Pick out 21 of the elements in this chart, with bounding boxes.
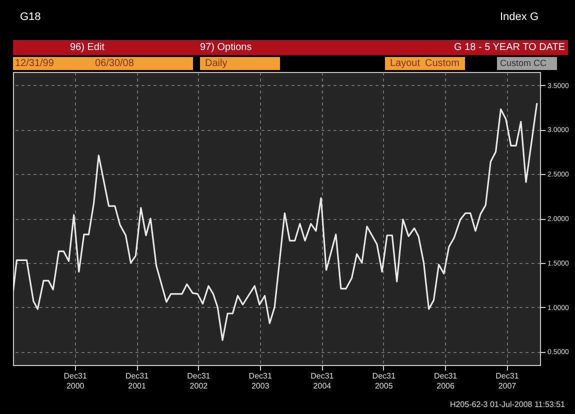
text: Layout [390, 58, 420, 69]
text: Custom [425, 58, 460, 69]
x-tick-label: Dec31 2006 [434, 372, 458, 390]
text: 96) Edit [70, 42, 105, 53]
x-tick-label: Dec31 2000 [64, 372, 88, 390]
text: Custom CC [500, 58, 548, 68]
text: 06/30/08 [95, 58, 134, 69]
x-tick-label: Dec31 2007 [496, 372, 520, 390]
chart-title: G 18 - 5 YEAR TO DATE [454, 42, 566, 53]
text: Daily [205, 58, 228, 69]
text: Index G [500, 11, 539, 23]
text: 97) Options [200, 42, 252, 53]
x-tick-label: Dec31 2001 [125, 372, 150, 390]
x-tick-label: Dec31 2003 [248, 372, 272, 390]
text: G18 [20, 11, 41, 23]
x-tick-label: Dec31 2004 [310, 372, 334, 390]
x-tick-label: Dec31 2002 [187, 372, 211, 390]
text: H205-62-3 01-Jul-2008 11:53:51 [450, 400, 566, 409]
line-series [13, 102, 538, 341]
x-tick-label: Dec31 2005 [372, 372, 396, 390]
text: 12/31/99 [15, 58, 54, 69]
